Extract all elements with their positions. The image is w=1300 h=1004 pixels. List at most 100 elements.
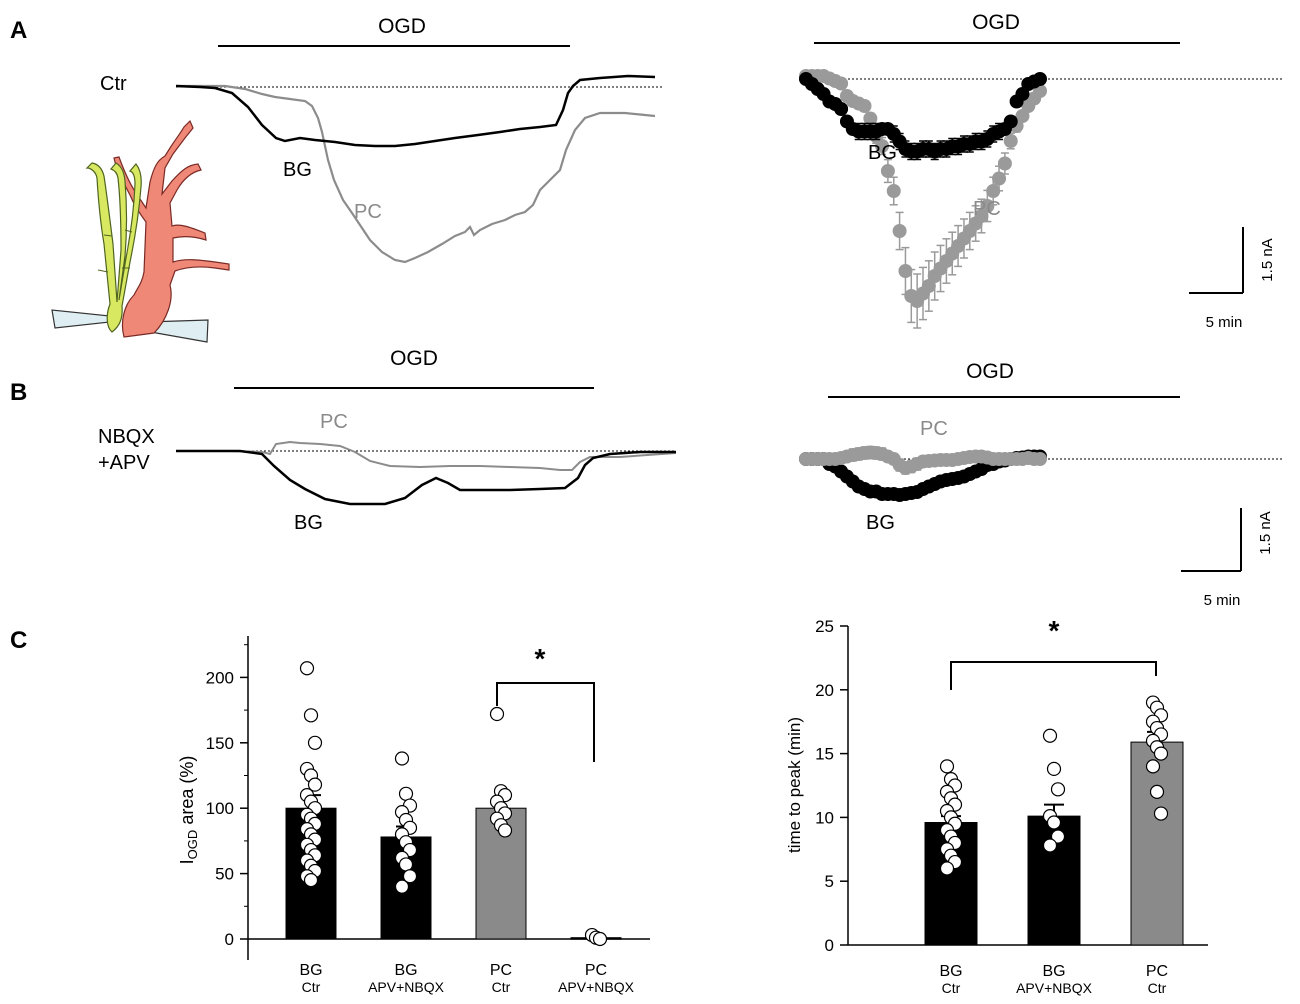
pc-mean-point [997,156,1012,171]
y-tick-label: 20 [815,681,834,700]
data-point [303,708,319,723]
panel-a-right: OGD BG PC 1.5 nA 5 min [799,11,1284,331]
data-point [1050,829,1066,844]
bars-c-left [285,661,622,947]
data-point [939,861,955,876]
y-axis-label-c-left: IOGD area (%) [177,756,200,865]
category-sublabel: Ctr [1148,980,1167,996]
pc-mean-b-point [1033,452,1047,466]
data-point [1149,784,1165,799]
data-point [398,786,414,801]
y-tick-label: 15 [815,745,834,764]
bg-mean-point [1003,114,1018,129]
y-tick-label: 25 [815,617,834,636]
ogd-label-a-right: OGD [972,11,1020,34]
panel-b-left: OGD NBQX +APV PC BG [98,347,677,534]
pc-mean-point [857,99,872,113]
significance-star-c-right: * [1049,615,1060,646]
panel-b-right: OGD PC BG 1.5 nA 5 min [799,360,1284,609]
category-sublabel: APV+NBQX [368,979,445,995]
ogd-label-b-right: OGD [966,360,1014,383]
category-label: PC [585,962,607,979]
condition-label-nbqx: NBQX [98,426,155,448]
data-point [497,823,513,838]
pc-mean-point [992,171,1007,186]
y-tick-label: 100 [206,799,234,818]
bergmann-glia-icon [85,162,142,333]
bg-mean-point [1033,72,1047,86]
trace-label-pc-a-right: PC [973,198,1001,220]
bar-pc-ctr [1130,741,1184,946]
glia-branch-icon [97,229,133,273]
data-point [489,706,505,722]
y-tick-label: 200 [206,668,234,687]
trace-label-pc-a-left: PC [354,201,382,223]
trace-label-bg-a-left: BG [283,159,312,181]
category-sublabel: APV+NBQX [558,979,635,995]
bg-series-a-right [799,72,1047,161]
y-tick-label: 0 [825,936,834,955]
category-label: PC [1146,963,1168,980]
y-tick-label: 5 [825,872,834,891]
pc-series-a-right [799,69,1047,329]
y-ticks-c-left: 0 50 100 150 200 [206,644,248,949]
pc-mean-point [880,164,895,178]
pc-mean-point [1003,134,1018,148]
significance-bracket-c-left [496,682,595,762]
y-axis-label-main: I [177,859,197,864]
y-tick-label: 50 [215,865,234,884]
significance-star-c-left: * [535,643,546,674]
data-point [402,869,418,884]
bg-mean-point [834,102,849,116]
significance-bracket-c-right [950,661,1157,690]
bars-c-right [924,695,1184,946]
trace-label-pc-b-left: PC [320,411,348,433]
trace-pc-b-left [176,440,677,471]
scale-label-current-a: 1.5 nA [1259,238,1276,281]
data-point [939,759,955,774]
trace-label-bg-a-right: BG [868,142,897,164]
data-point [1042,728,1058,743]
trace-label-bg-b-right: BG [866,512,895,534]
data-point [1050,782,1066,797]
scale-label-current-b: 1.5 nA [1257,511,1274,554]
category-label: BG [299,962,322,979]
condition-label-apv: +APV [98,452,150,474]
pc-mean-point [980,199,995,213]
scale-label-time-b: 5 min [1204,592,1241,609]
category-label: BG [394,962,417,979]
y-axis-label-c-right: time to peak (min) [785,717,804,853]
category-label: BG [1042,963,1065,980]
panel-letter-a: A [10,17,27,44]
pc-mean-point [834,76,849,91]
pc-mean-point [898,264,913,278]
trace-label-bg-b-left: BG [294,512,323,534]
trace-label-pc-b-right: PC [920,418,948,440]
data-point [1145,759,1161,774]
data-point [303,873,319,888]
trace-bg-b-left [176,449,676,506]
pc-mean-point [863,111,878,126]
pc-mean-point [892,224,907,238]
data-point [1153,806,1169,821]
data-point [398,857,414,872]
panel-letter-c: C [10,627,27,654]
pc-mean-point [875,139,890,153]
pc-mean-point [886,184,901,198]
y-axis-label-sub: OGD [185,830,200,860]
category-label: PC [490,962,512,979]
y-tick-label: 10 [815,808,834,827]
data-point [307,777,323,792]
pc-series-b-right [799,445,1047,475]
data-point [307,735,323,750]
y-ticks-c-right: 0 5 10 15 20 25 [815,617,848,955]
pipette-left-icon [51,309,111,329]
trace-pc-a-left [176,84,656,264]
y-tick-label: 0 [225,930,234,949]
trace-bg-a-left [175,74,656,148]
cell-illustration [51,119,230,343]
